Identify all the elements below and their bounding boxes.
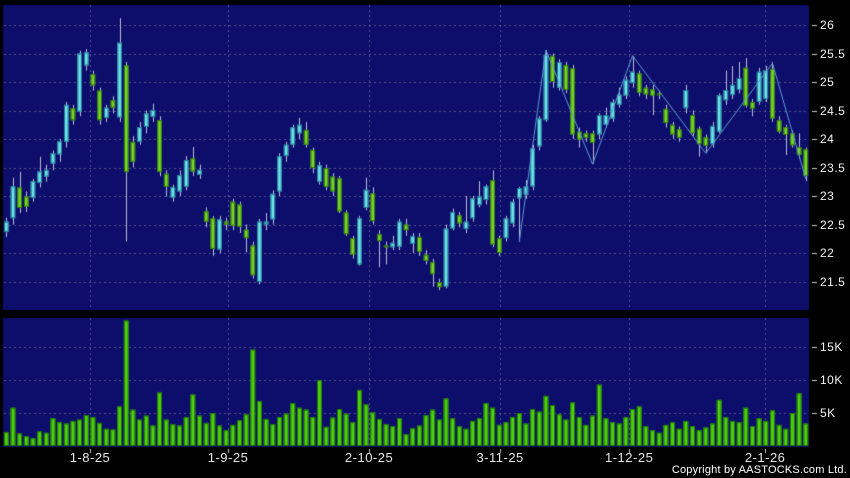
price-tick-label: 23	[820, 189, 835, 203]
date-label: 2-1-26	[744, 450, 786, 465]
date-label: 1-12-25	[605, 450, 654, 465]
price-tick-label: 24	[820, 132, 835, 146]
date-label: 1-8-25	[69, 450, 111, 465]
price-tick-label: 25	[820, 75, 835, 89]
date-label: 2-10-25	[344, 450, 394, 465]
price-tick-label: 23.5	[820, 160, 846, 175]
price-tick-label: 25.5	[820, 46, 846, 61]
price-tick-label: 21.5	[820, 274, 846, 289]
price-tick-label: 22.5	[820, 217, 846, 232]
volume-tick-label: 15K	[820, 340, 843, 354]
price-tick-label: 22	[820, 246, 835, 260]
volume-tick-label: 5K	[820, 406, 836, 420]
date-label: 1-9-25	[207, 450, 249, 465]
date-label: 3-11-25	[476, 450, 524, 465]
price-tick-label: 26	[820, 18, 835, 32]
copyright-text: Copyright by AASTOCKS.com Ltd.	[671, 464, 847, 476]
price-tick-label: 24.5	[820, 103, 846, 118]
volume-tick-label: 10K	[820, 373, 843, 387]
